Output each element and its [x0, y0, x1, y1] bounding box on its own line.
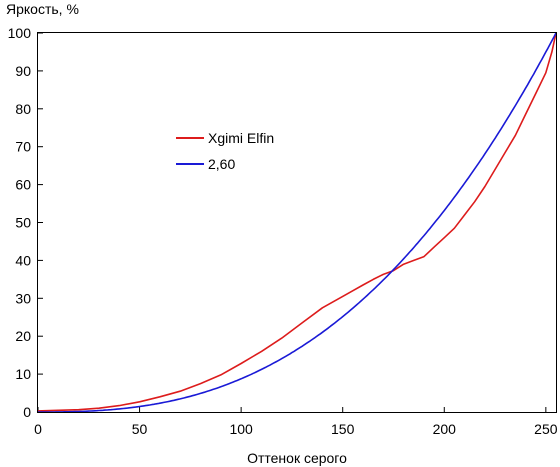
series-line-gamma-2-60	[38, 32, 557, 413]
x-tick-label: 150	[331, 421, 355, 437]
y-axis-label: Яркость, %	[6, 1, 79, 17]
legend-label-xgimi: Xgimi Elfin	[208, 130, 274, 146]
y-tick-label: 50	[15, 215, 31, 231]
legend: Xgimi Elfin 2,60	[176, 130, 274, 172]
series-line-xgimi-elfin	[37, 32, 557, 412]
y-tick-label: 40	[15, 252, 31, 268]
x-tick-label: 0	[34, 421, 42, 437]
y-tick-label: 20	[15, 328, 31, 344]
y-tick-label: 60	[15, 177, 31, 193]
y-axis-ticks: 0 10 20 30 40 50 60 70 80 90 100	[8, 25, 43, 420]
y-tick-label: 30	[15, 290, 31, 306]
y-tick-label: 70	[15, 139, 31, 155]
plot-frame	[37, 32, 557, 413]
x-tick-label: 50	[132, 421, 148, 437]
x-axis-ticks: 0 50 100 150 200 250	[34, 407, 558, 437]
y-tick-label: 100	[8, 25, 32, 41]
x-tick-label: 100	[229, 421, 253, 437]
x-tick-label: 250	[534, 421, 558, 437]
y-tick-label: 10	[15, 366, 31, 382]
y-tick-label: 0	[23, 404, 31, 420]
series-lines	[37, 32, 557, 413]
x-axis-label: Оттенок серого	[247, 450, 347, 466]
y-tick-label: 90	[15, 63, 31, 79]
legend-label-gamma: 2,60	[208, 156, 235, 172]
x-tick-label: 200	[433, 421, 457, 437]
y-tick-label: 80	[15, 101, 31, 117]
